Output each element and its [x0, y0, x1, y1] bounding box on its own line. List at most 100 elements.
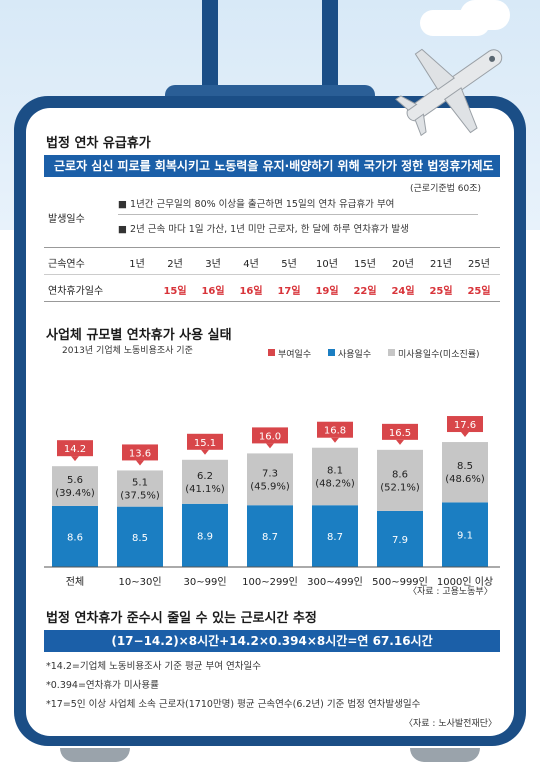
bar-unused — [312, 447, 358, 506]
bar-granted-label: 17.6 — [454, 420, 476, 431]
bar-granted-pointer — [461, 432, 469, 438]
tenure-year-cell: 1년 — [129, 259, 145, 270]
tenure-year-cell: 21년 — [430, 259, 452, 270]
legend-swatch-unused — [388, 349, 395, 356]
occurrence-item: ■ 1년간 근무일의 80% 이상을 출근하면 15일의 연차 유급휴가 부여 — [118, 199, 395, 210]
formula-banner: (17−14.2)×8시간+14.2×0.394×8시간=연 67.16시간 — [44, 630, 500, 652]
divider — [44, 301, 500, 302]
tenure-year-cell: 15년 — [354, 259, 376, 270]
bar-unused — [52, 466, 98, 506]
bar-unused-label: 8.5 — [457, 461, 473, 472]
leave-days-cell: 16일 — [239, 286, 263, 297]
bar-granted-badge — [317, 421, 353, 438]
bar-granted-pointer — [331, 437, 339, 443]
bar-used — [52, 505, 98, 567]
leave-days-row-label: 연차휴가일수 — [48, 286, 104, 297]
bar-granted-label: 16.8 — [324, 426, 346, 437]
bar-used — [247, 505, 293, 567]
section-title-estimate: 법정 연차휴가 준수시 줄일 수 있는 근로시간 추정 — [46, 611, 317, 626]
category-label: 500~999인 — [372, 576, 428, 588]
bar-granted-badge — [382, 423, 418, 440]
bar-granted-badge — [187, 433, 223, 450]
divider — [118, 214, 478, 215]
bar-unused-label: 8.6 — [392, 469, 408, 480]
bar-used-label: 8.9 — [197, 531, 213, 542]
law-reference: (근로기준법 60조) — [410, 184, 482, 194]
bar-unused-rate-label: (48.2%) — [315, 478, 355, 489]
bar-used — [442, 502, 488, 567]
occurrence-item: ■ 2년 근속 마다 1일 가산, 1년 미만 근로자, 한 달에 하루 연차휴… — [118, 224, 409, 235]
bar-used-label: 8.5 — [132, 533, 148, 544]
category-label: 전체 — [66, 576, 84, 588]
bar-granted-badge — [122, 444, 158, 461]
bar-unused — [377, 449, 423, 511]
bar-used-label: 8.7 — [262, 532, 278, 543]
bar-granted-pointer — [201, 449, 209, 455]
bar-unused-rate-label: (41.1%) — [185, 484, 225, 495]
leave-days-cell: 15일 — [163, 286, 187, 297]
bar-used — [312, 505, 358, 567]
bar-granted-label: 15.1 — [194, 438, 216, 449]
bar-unused-rate-label: (39.4%) — [55, 488, 95, 499]
bar-granted-badge — [57, 440, 93, 457]
category-label: 100~299인 — [242, 576, 298, 588]
legend-label-granted: 부여일수 — [278, 350, 312, 360]
wheel — [60, 748, 130, 762]
category-label: 300~499인 — [307, 576, 363, 588]
leave-days-cell: 25일 — [429, 286, 453, 297]
legend-swatch-granted — [268, 349, 275, 356]
bar-granted-label: 16.0 — [259, 431, 281, 442]
bar-granted-pointer — [266, 443, 274, 449]
bar-unused-rate-label: (48.6%) — [445, 474, 485, 485]
tenure-year-cell: 2년 — [167, 259, 183, 270]
leave-days-cell: 24일 — [391, 286, 415, 297]
bar-unused-label: 8.1 — [327, 465, 343, 476]
bar-granted-badge — [447, 416, 483, 433]
tenure-year-cell: 10년 — [316, 259, 338, 270]
tenure-row-label: 근속연수 — [48, 259, 85, 270]
category-label: 1000인 이상 — [437, 576, 493, 588]
leave-days-cell: 17일 — [277, 286, 301, 297]
note: *14.2=기업체 노동비용조사 기준 평균 부여 연차일수 — [46, 661, 262, 672]
leave-days-cell: 19일 — [315, 286, 339, 297]
chart-subtitle: 2013년 기업체 노동비용조사 기준 — [62, 346, 193, 356]
legend-label-unused: 미사용일수(미소진률) — [398, 350, 480, 360]
bar-used-label: 9.1 — [457, 531, 473, 542]
estimate-source: 〈자료 : 노사발전재단〉 — [404, 719, 497, 729]
tenure-year-cell: 25년 — [468, 259, 490, 270]
bar-granted-pointer — [136, 460, 144, 466]
legend-label-used: 사용일수 — [338, 350, 372, 360]
bar-granted-pointer — [71, 456, 79, 462]
tenure-year-cell: 3년 — [205, 259, 221, 270]
category-label: 30~99인 — [183, 576, 226, 588]
bar-unused-label: 6.2 — [197, 471, 213, 482]
bar-used — [182, 503, 228, 567]
definition-banner: 근로자 심신 피로를 회복시키고 노동력을 유지·배양하기 위해 국가가 정한 … — [44, 155, 500, 177]
tenure-year-cell: 5년 — [281, 259, 297, 270]
bar-unused-rate-label: (37.5%) — [120, 491, 160, 502]
bar-unused-label: 5.6 — [67, 475, 83, 486]
bar-unused — [442, 442, 488, 503]
chart-source: 〈자료 : 고용노동부〉 — [408, 587, 493, 597]
bar-granted-label: 13.6 — [129, 448, 151, 459]
bar-unused-label: 7.3 — [262, 468, 278, 479]
bar-granted-badge — [252, 427, 288, 444]
bar-unused-label: 5.1 — [132, 478, 148, 489]
note: *17=5인 이상 사업체 소속 근로자(1710만명) 평균 근속연수(6.2… — [46, 699, 421, 710]
tenure-year-cell: 20년 — [392, 259, 414, 270]
bar-granted-label: 14.2 — [64, 444, 86, 455]
bar-used — [117, 506, 163, 567]
section-title-usage: 사업체 규모별 연차휴가 사용 실태 — [46, 328, 232, 343]
tenure-year-cell: 4년 — [243, 259, 259, 270]
note: *0.394=연차휴가 미사용률 — [46, 680, 159, 691]
bar-used-label: 7.9 — [392, 535, 408, 546]
leave-days-cell: 16일 — [201, 286, 225, 297]
bar-unused — [117, 470, 163, 507]
bar-granted-label: 16.5 — [389, 428, 411, 439]
bar-used-label: 8.7 — [327, 532, 343, 543]
leave-days-cell: 22일 — [353, 286, 377, 297]
bar-unused — [182, 459, 228, 504]
bar-unused-rate-label: (52.1%) — [380, 482, 420, 493]
leave-days-cell: 25일 — [467, 286, 491, 297]
divider — [44, 274, 500, 275]
